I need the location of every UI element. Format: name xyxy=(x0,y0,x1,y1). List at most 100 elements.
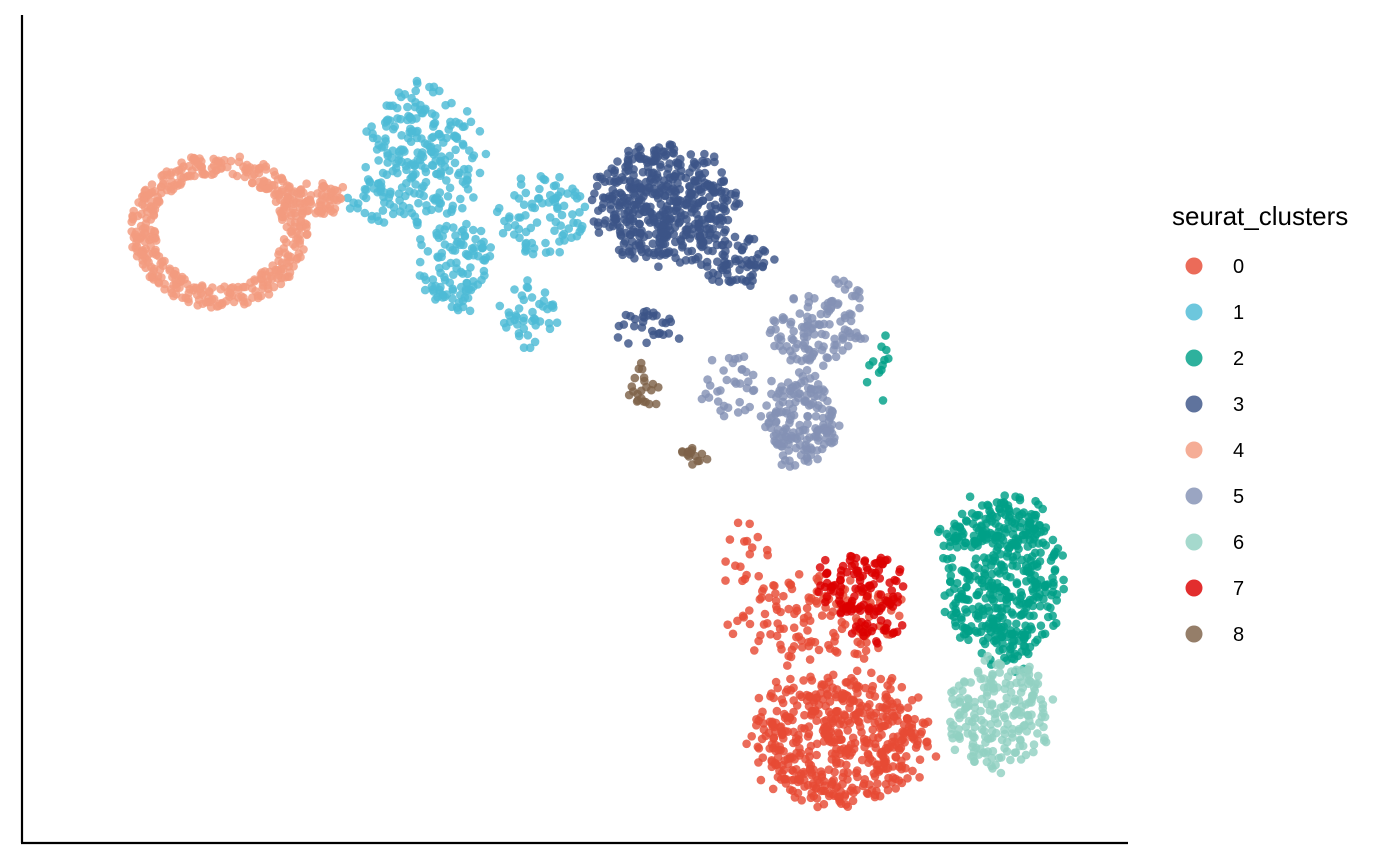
data-point xyxy=(723,215,733,225)
data-point xyxy=(505,311,514,320)
data-point xyxy=(450,158,460,168)
data-point xyxy=(725,535,735,544)
data-point xyxy=(383,115,393,124)
legend-label: 5 xyxy=(1233,486,1244,508)
data-point xyxy=(722,375,732,385)
data-point xyxy=(742,739,751,749)
data-point xyxy=(995,504,1004,513)
data-point xyxy=(458,296,468,306)
data-point xyxy=(765,744,774,753)
data-point xyxy=(832,648,842,657)
data-point xyxy=(854,682,864,692)
data-point xyxy=(762,401,771,410)
data-point xyxy=(635,195,644,204)
data-point xyxy=(806,672,815,682)
data-point xyxy=(859,779,869,788)
data-point xyxy=(1024,679,1033,688)
data-point xyxy=(481,149,491,159)
data-point xyxy=(468,153,477,163)
data-point xyxy=(876,590,886,599)
data-point xyxy=(888,592,898,602)
data-point xyxy=(728,629,738,639)
data-point xyxy=(747,732,756,741)
data-point xyxy=(525,343,535,353)
data-point xyxy=(1049,581,1058,590)
data-point xyxy=(771,589,780,598)
data-point xyxy=(799,676,808,685)
data-point xyxy=(802,365,812,375)
data-point xyxy=(151,247,160,257)
data-point xyxy=(751,263,760,272)
data-point xyxy=(784,604,793,614)
data-point xyxy=(950,745,960,755)
data-point xyxy=(421,104,430,114)
data-point xyxy=(776,722,786,731)
data-point xyxy=(381,134,390,143)
data-point xyxy=(991,630,1000,640)
data-point xyxy=(951,618,960,627)
legend-label: 4 xyxy=(1233,440,1244,462)
data-point xyxy=(642,338,651,348)
data-point xyxy=(374,140,384,150)
data-point xyxy=(822,427,831,436)
data-point xyxy=(453,305,463,315)
data-point xyxy=(865,360,874,370)
data-point xyxy=(302,229,312,239)
data-point xyxy=(221,296,231,306)
data-point xyxy=(812,599,822,608)
data-point xyxy=(964,695,973,704)
data-point xyxy=(464,164,473,174)
data-point xyxy=(349,198,358,207)
data-point xyxy=(748,370,758,380)
data-point xyxy=(811,424,820,433)
legend-label: 7 xyxy=(1233,578,1244,600)
data-point xyxy=(636,145,645,154)
data-point xyxy=(458,139,468,149)
data-point xyxy=(881,623,891,633)
data-point xyxy=(519,200,529,209)
data-point xyxy=(988,617,998,626)
data-point xyxy=(651,399,661,409)
data-point xyxy=(658,220,667,230)
data-point xyxy=(1039,526,1049,536)
data-point xyxy=(325,202,335,211)
data-point xyxy=(1021,621,1030,630)
data-point xyxy=(752,253,762,263)
data-point xyxy=(891,784,900,793)
data-point xyxy=(702,454,712,464)
data-point xyxy=(1008,610,1018,619)
data-point xyxy=(759,584,768,593)
data-point xyxy=(856,334,865,344)
data-point xyxy=(514,194,524,203)
data-point xyxy=(418,148,427,157)
data-point xyxy=(767,376,776,386)
data-point xyxy=(824,677,834,686)
data-point xyxy=(610,177,619,187)
data-point xyxy=(397,131,406,140)
data-point xyxy=(456,194,465,204)
data-point xyxy=(1002,699,1012,709)
data-point xyxy=(976,706,985,716)
data-point xyxy=(1010,523,1019,533)
data-point xyxy=(908,766,917,776)
data-point xyxy=(768,784,778,794)
data-point xyxy=(648,239,658,248)
legend-label: 8 xyxy=(1233,624,1244,646)
data-point xyxy=(258,284,268,293)
data-point xyxy=(419,272,429,281)
data-point xyxy=(240,299,249,309)
data-point xyxy=(847,629,857,638)
data-point xyxy=(791,397,800,407)
data-point xyxy=(523,276,532,285)
data-point xyxy=(499,318,509,328)
data-point xyxy=(665,159,674,168)
data-point xyxy=(1005,592,1014,602)
data-point xyxy=(637,323,647,332)
data-point xyxy=(519,324,529,334)
data-point xyxy=(923,717,933,727)
data-point xyxy=(838,346,847,355)
data-point xyxy=(620,209,629,219)
data-point xyxy=(1006,688,1016,697)
data-point xyxy=(988,590,998,600)
legend-swatch xyxy=(1185,395,1203,413)
